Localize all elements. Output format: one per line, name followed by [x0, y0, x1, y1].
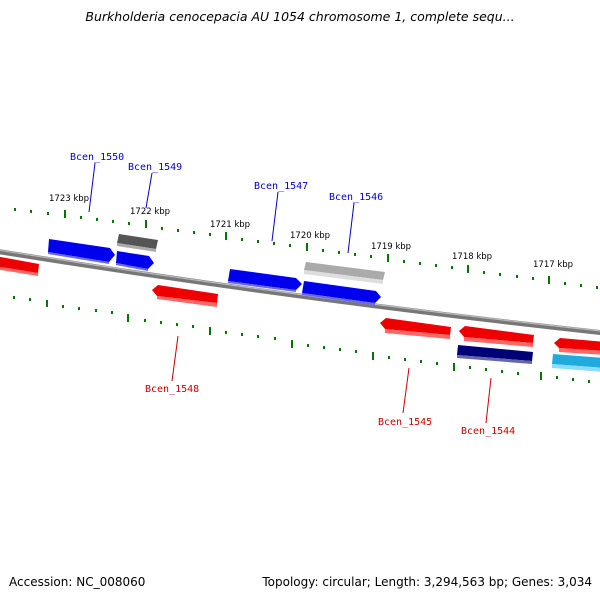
- gene-other-lightgray[interactable]: [304, 262, 385, 284]
- gene-label-bcen-1544[interactable]: Bcen_1544: [461, 426, 515, 437]
- gene-reverse-red-2[interactable]: [459, 326, 534, 347]
- gene-label-bcen-1549[interactable]: Bcen_1549: [128, 162, 182, 173]
- accession-label: Accession: NC_008060: [9, 575, 146, 589]
- gene-label-bcen-1548[interactable]: Bcen_1548: [145, 384, 199, 395]
- gene-reverse-left-edge[interactable]: [0, 256, 39, 276]
- gene-bcen-1549[interactable]: [116, 251, 154, 271]
- tick-label-1718: 1718 kbp: [452, 252, 492, 262]
- lower-tick-ruler: [13, 296, 590, 383]
- gene-label-bcen-1550[interactable]: Bcen_1550: [70, 152, 124, 163]
- leader-lines-forward: [88, 162, 355, 254]
- tick-label-1722: 1722 kbp: [130, 207, 170, 217]
- gene-bcen-1548[interactable]: [152, 285, 218, 307]
- gene-bcen-1546[interactable]: [302, 281, 381, 305]
- gene-label-bcen-1547[interactable]: Bcen_1547: [254, 181, 308, 192]
- leader-lines-reverse: [171, 335, 492, 424]
- gene-bcen-1544[interactable]: [457, 345, 533, 364]
- tick-label-1721: 1721 kbp: [210, 220, 250, 230]
- map-title: Burkholderia cenocepacia AU 1054 chromos…: [85, 9, 515, 24]
- upper-tick-ruler: [14, 208, 598, 289]
- chromosome-backbone-highlight: [0, 249, 600, 332]
- tick-label-1723: 1723 kbp: [49, 194, 89, 204]
- genome-summary: Topology: circular; Length: 3,294,563 bp…: [262, 575, 592, 589]
- tick-label-1717: 1717 kbp: [533, 260, 573, 270]
- gene-reverse-red-right-edge[interactable]: [554, 338, 600, 355]
- gene-label-bcen-1545[interactable]: Bcen_1545: [378, 417, 432, 428]
- tick-label-1720: 1720 kbp: [290, 231, 330, 241]
- gene-bcen-1550[interactable]: [48, 239, 115, 264]
- tick-label-1719: 1719 kbp: [371, 242, 411, 252]
- gene-bcen-1545[interactable]: [380, 318, 451, 339]
- gene-bcen-1547[interactable]: [228, 269, 302, 292]
- gene-pseudo-gray[interactable]: [117, 234, 158, 252]
- gene-label-bcen-1546[interactable]: Bcen_1546: [329, 192, 383, 203]
- gene-cyan-right-edge[interactable]: [552, 354, 600, 372]
- chromosome-backbone: [0, 249, 600, 335]
